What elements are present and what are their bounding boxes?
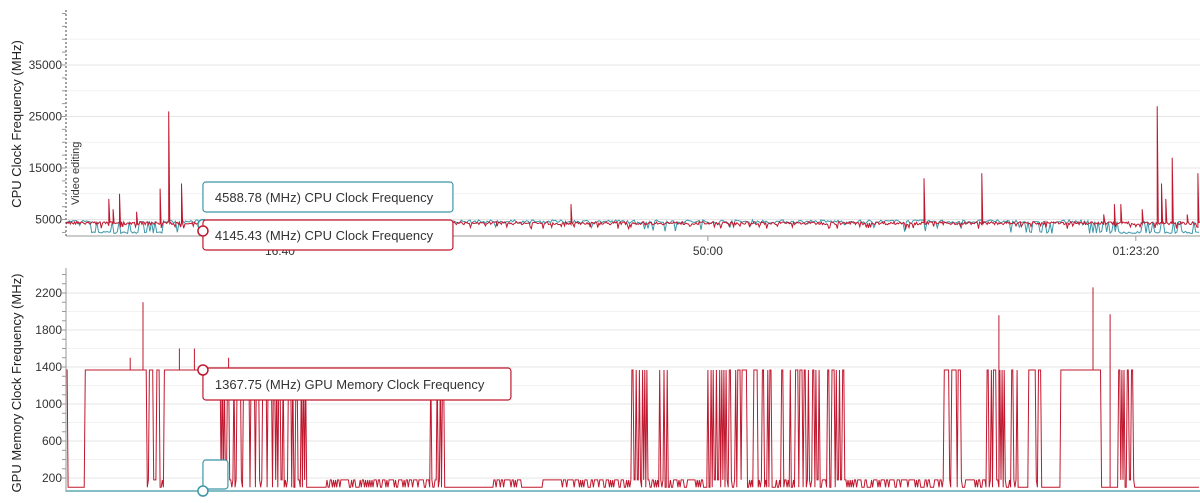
tooltip-gpu-teal [197,459,229,497]
tooltip-point [197,485,209,497]
y-tick-label: 2200 [35,286,62,300]
tooltip-cpu-red: 4145.43 (MHz) CPU Clock Frequency [197,219,454,251]
tooltip-text: 1367.75 (MHz) GPU Memory Clock Frequency [215,377,485,392]
y-tick-label: 15000 [29,161,63,175]
x-tick-label: 01:23:20 [1112,244,1159,258]
tooltip-text: 4145.43 (MHz) CPU Clock Frequency [215,228,434,243]
tooltip-point [197,364,209,376]
y-tick-label: 1400 [35,360,62,374]
tooltip-text: 4588.78 (MHz) CPU Clock Frequency [215,190,434,205]
y-tick-label: 1800 [35,323,62,337]
y-tick-label: 35000 [29,58,63,72]
tooltip-box [202,367,512,401]
tooltip-point [197,225,209,237]
tooltip-cpu-teal: 4588.78 (MHz) CPU Clock Frequency [197,181,454,231]
y-axis-title-gpu: GPU Memory Clock Frequency (MHz) [9,274,24,493]
y-tick-label: 600 [42,434,62,448]
y-axis-title-cpu: CPU Clock Frequency (MHz) [9,40,24,208]
y-tick-label: 1000 [35,397,62,411]
annotation-label: Video editing [70,142,82,205]
y-tick-label: 200 [42,471,62,485]
y-tick-label: 25000 [29,110,63,124]
x-tick-label: 50:00 [693,244,723,258]
tooltip-box [202,181,454,213]
gpu-memory-clock-chart: 200 600 1000 1400 1800 2200 GPU Memory Clock … [9,268,1200,497]
tooltip-box [202,459,229,490]
y-tick-label: 5000 [35,213,62,227]
tooltip-gpu-red: 1367.75 (MHz) GPU Memory Clock Frequency [197,364,512,401]
